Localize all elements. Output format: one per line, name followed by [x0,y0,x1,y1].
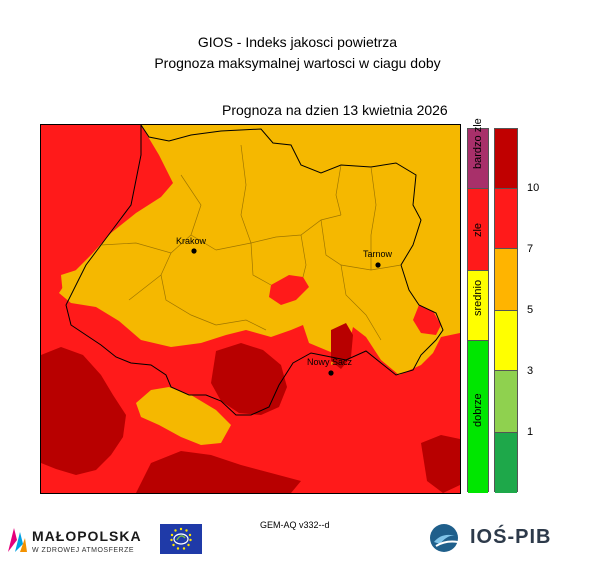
map-svg: Krakow Tarnow Nowy Sacz [41,125,460,493]
region-border [65,125,444,416]
color-scale [494,128,518,493]
malopolska-tagline: W ZDROWEJ ATMOSFERZE [32,547,135,554]
cat-bardzo-zle: bardzo zle [468,117,488,189]
forecast-date: Prognoza na dzien 13 kwietnia 2026 [222,102,448,118]
zone-red-east [413,305,441,335]
scale-tick-1: 1 [527,426,534,438]
city-label-nowy-sacz: Nowy Sacz [307,357,353,367]
malopolska-name: MAŁOPOLSKA [32,528,142,544]
scale-tick-3: 3 [527,365,534,377]
zone-orange-south [136,387,231,445]
zone-darkred-2 [211,343,287,415]
cat-srednio-label: srednio [472,279,484,316]
malopolska-logo: MAŁOPOLSKA W ZDROWEJ ATMOSFERZE [6,522,151,558]
zone-orange-west [61,267,116,301]
cat-zle: zle [468,189,488,271]
cat-dobrze: dobrze [468,341,488,493]
map-title: GIOS - Indeks jakosci powietrza [197,34,398,50]
cat-bardzo-zle-label: bardzo zle [472,117,484,169]
county-borders [100,144,402,341]
cat-srednio: srednio [468,271,488,341]
model-label: GEM-AQ v332--d [260,520,330,530]
cat-dobrze-label: dobrze [472,393,484,427]
ios-pib-mark-icon [430,524,459,552]
city-label-krakow: Krakow [176,236,207,246]
malopolska-mark-icon [8,528,27,552]
zone-red-krakow [269,275,309,305]
zone-darkred-1 [41,347,126,475]
zone-darkred-5 [421,435,460,493]
city-dot-krakow [191,248,197,254]
scale-seg-2 [495,189,517,249]
scale-seg-5 [495,371,517,433]
scale-seg-4 [495,311,517,371]
scale-seg-3 [495,249,517,311]
map-subtitle: Prognoza maksymalnej wartosci w ciagu do… [154,55,441,71]
ios-pib-logo: IOŚ-PIB [428,520,568,556]
forecast-map: Krakow Tarnow Nowy Sacz [40,124,461,494]
cat-zle-label: zle [472,222,484,237]
scale-tick-10: 10 [527,182,540,194]
city-dot-nowy-sacz [328,370,334,376]
scale-tick-5: 5 [527,304,534,316]
city-label-tarnow: Tarnow [363,249,393,259]
eu-life-flag-icon [160,524,202,554]
scale-seg-1 [495,129,517,189]
ios-pib-name: IOŚ-PIB [470,526,552,548]
zone-darkred-4 [331,323,353,369]
category-legend: bardzo zle zle srednio dobrze [467,117,489,493]
scale-seg-6 [495,433,517,493]
scale-tick-7: 7 [527,243,534,255]
city-dot-tarnow [375,262,381,268]
zone-darkred-3 [136,451,301,493]
